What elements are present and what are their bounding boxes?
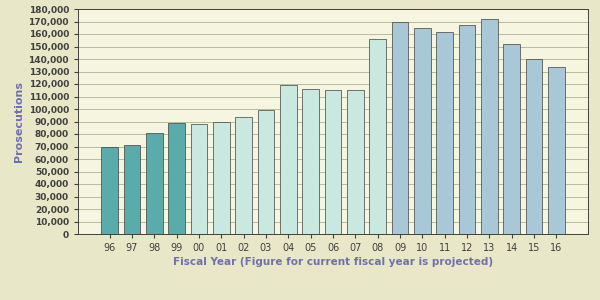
Bar (458, 25, 475, 234)
Bar (414, 28, 431, 234)
Bar (168, 123, 185, 234)
Bar (526, 59, 542, 234)
Bar (347, 90, 364, 234)
Bar (280, 85, 296, 234)
Bar (370, 39, 386, 234)
Bar (213, 122, 230, 234)
Bar (503, 44, 520, 234)
Bar (146, 133, 163, 234)
Bar (548, 67, 565, 234)
Bar (235, 116, 252, 234)
Bar (392, 22, 409, 234)
Bar (101, 146, 118, 234)
Bar (191, 124, 208, 234)
Bar (257, 110, 274, 234)
Bar (481, 19, 498, 234)
Bar (124, 145, 140, 234)
X-axis label: Fiscal Year (Figure for current fiscal year is projected): Fiscal Year (Figure for current fiscal y… (173, 257, 493, 267)
Bar (436, 32, 453, 234)
Bar (302, 89, 319, 234)
Y-axis label: Prosecutions: Prosecutions (14, 81, 25, 162)
Bar (325, 90, 341, 234)
